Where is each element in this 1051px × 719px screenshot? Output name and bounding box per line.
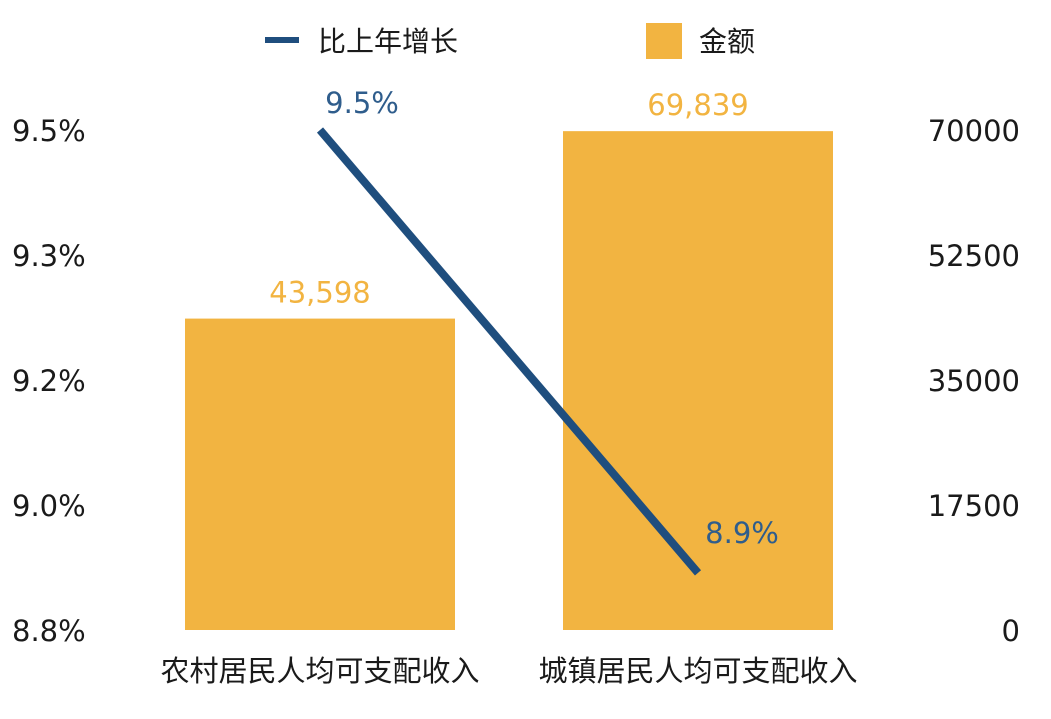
legend-bar-swatch xyxy=(646,23,682,59)
right-tick: 0 xyxy=(1002,614,1020,648)
right-tick: 17500 xyxy=(928,489,1020,523)
bar-2 xyxy=(563,131,833,630)
left-axis: 9.5% 9.3% 9.2% 9.0% 8.8% xyxy=(12,114,86,648)
bar-value-label: 69,839 xyxy=(647,88,748,122)
bar-labels: 43,598 69,839 xyxy=(269,88,748,309)
category-label: 城镇居民人均可支配收入 xyxy=(538,654,857,688)
legend: 比上年增长 金额 xyxy=(265,23,755,59)
right-tick: 70000 xyxy=(928,114,1020,148)
left-tick: 9.0% xyxy=(12,489,86,523)
right-tick: 35000 xyxy=(928,364,1020,398)
legend-label-amount: 金额 xyxy=(699,25,755,58)
category-axis: 农村居民人均可支配收入 城镇居民人均可支配收入 xyxy=(160,654,857,688)
left-tick: 9.5% xyxy=(12,114,86,148)
category-label: 农村居民人均可支配收入 xyxy=(160,654,479,688)
growth-line xyxy=(316,127,702,576)
growth-line-series xyxy=(316,127,702,576)
left-tick: 9.3% xyxy=(12,239,86,273)
right-tick: 52500 xyxy=(928,239,1020,273)
left-tick: 8.8% xyxy=(12,614,86,648)
line-value-label: 9.5% xyxy=(325,86,399,120)
line-value-label: 8.9% xyxy=(705,516,779,550)
line-labels: 9.5% 8.9% xyxy=(325,86,779,550)
left-tick: 9.2% xyxy=(12,364,86,398)
bar-1 xyxy=(185,318,455,630)
bars xyxy=(185,131,833,630)
bar-value-label: 43,598 xyxy=(269,276,370,310)
right-axis: 70000 52500 35000 17500 0 xyxy=(928,114,1020,648)
legend-label-growth: 比上年增长 xyxy=(318,25,458,58)
